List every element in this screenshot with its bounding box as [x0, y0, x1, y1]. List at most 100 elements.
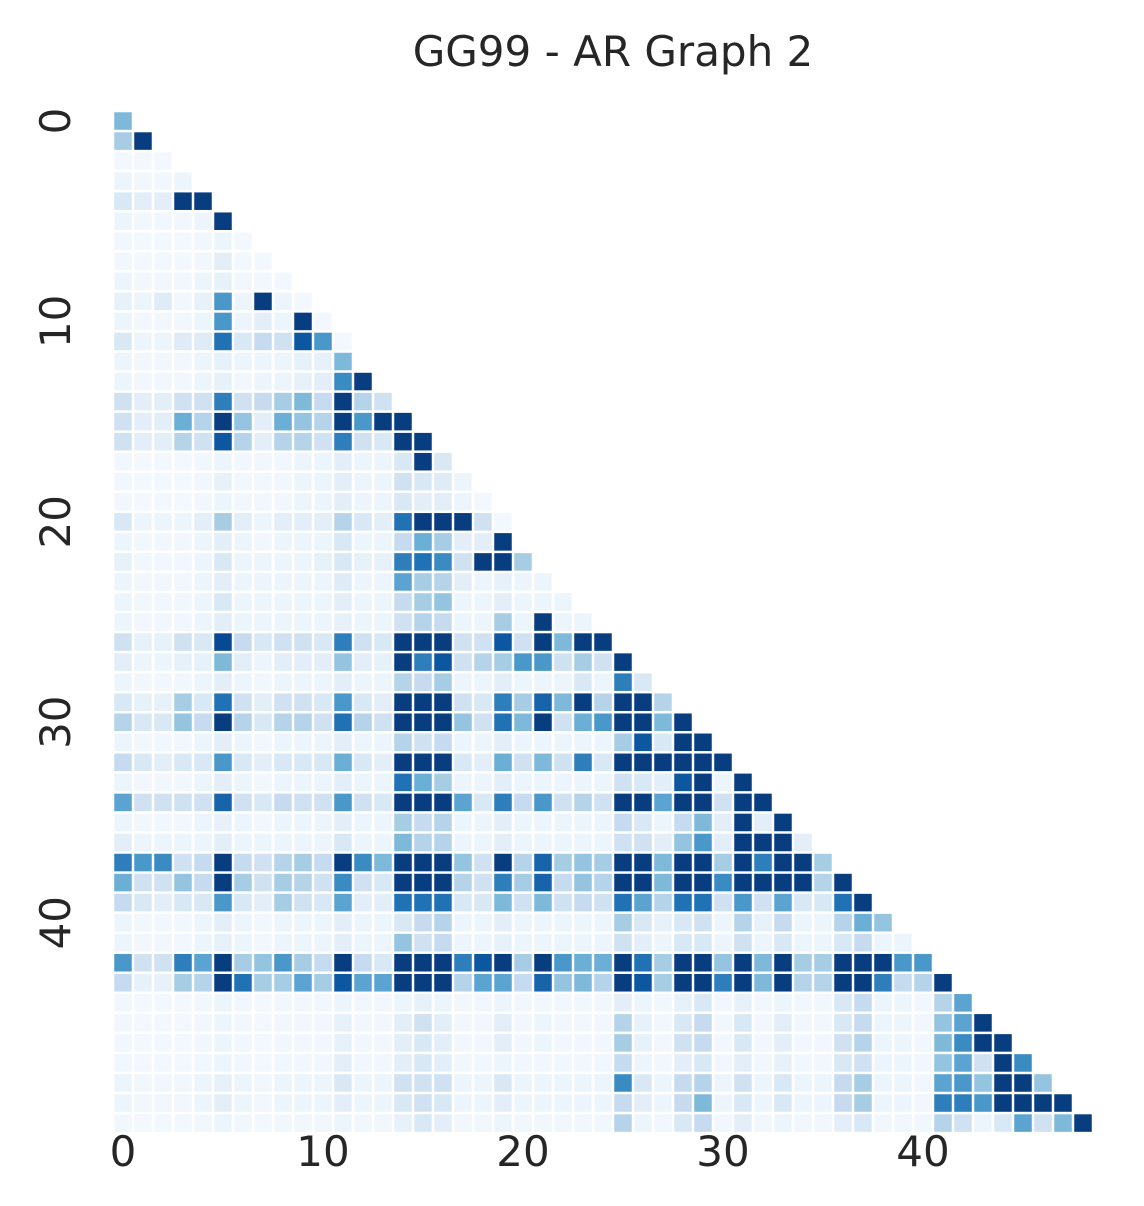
heatmap-cell-18-0	[114, 472, 132, 491]
heatmap-cell-20-5	[214, 513, 232, 531]
heatmap-cell-25-9	[294, 613, 312, 631]
heatmap-cell-45-42	[954, 1014, 972, 1032]
heatmap-cell-49-35	[814, 1094, 832, 1112]
heatmap-cell-38-27	[654, 873, 672, 892]
heatmap-cell-34-10	[314, 793, 332, 812]
heatmap-cell-49-41	[934, 1094, 952, 1112]
heatmap-cell-15-13	[374, 412, 392, 431]
heatmap-cell-29-0	[114, 693, 132, 711]
heatmap-cell-29-15	[414, 693, 432, 711]
heatmap-cell-46-3	[174, 1034, 192, 1052]
heatmap-cell-45-6	[234, 1014, 252, 1032]
heatmap-cell-43-41	[934, 974, 952, 992]
heatmap-cell-48-4	[194, 1074, 212, 1092]
heatmap-cell-50-39	[894, 1114, 912, 1132]
heatmap-cell-38-22	[554, 873, 572, 892]
heatmap-cell-31-1	[134, 733, 152, 752]
heatmap-cell-45-16	[434, 1014, 452, 1032]
heatmap-cell-26-15	[414, 633, 432, 651]
heatmap-cell-48-23	[574, 1074, 592, 1092]
heatmap-cell-33-27	[654, 773, 672, 792]
heatmap-cell-15-3	[174, 412, 192, 431]
heatmap-cell-33-3	[174, 773, 192, 792]
heatmap-cell-45-38	[874, 1014, 892, 1032]
heatmap-cell-20-9	[294, 513, 312, 531]
heatmap-cell-41-24	[594, 933, 612, 952]
heatmap-cell-25-13	[374, 613, 392, 631]
heatmap-cell-28-22	[554, 673, 572, 691]
heatmap-cell-43-39	[894, 974, 912, 992]
heatmap-cell-39-20	[514, 893, 532, 912]
heatmap-cell-16-12	[354, 432, 372, 451]
heatmap-cell-34-24	[594, 793, 612, 812]
heatmap-cell-11-10	[314, 332, 332, 351]
heatmap-cell-42-27	[654, 953, 672, 972]
heatmap-cell-47-17	[454, 1054, 472, 1072]
heatmap-cell-48-22	[554, 1074, 572, 1092]
heatmap-cell-15-11	[334, 412, 352, 431]
heatmap-cell-24-20	[514, 593, 532, 611]
heatmap-cell-43-27	[654, 974, 672, 992]
heatmap-cell-21-17	[454, 533, 472, 551]
heatmap-cell-13-6	[234, 372, 252, 391]
heatmap-cell-15-9	[294, 412, 312, 431]
heatmap-cell-18-11	[334, 472, 352, 491]
heatmap-cell-26-1	[134, 633, 152, 651]
heatmap-cell-39-29	[694, 893, 712, 912]
heatmap-cell-18-8	[274, 472, 292, 491]
heatmap-cell-7-2	[154, 252, 172, 271]
heatmap-cell-46-10	[314, 1034, 332, 1052]
heatmap-cell-43-26	[634, 974, 652, 992]
heatmap-cell-40-17	[454, 913, 472, 932]
heatmap-cell-35-26	[634, 813, 652, 832]
heatmap-cell-36-32	[754, 833, 772, 852]
x-tick-label: 40	[896, 1127, 949, 1176]
heatmap-cell-14-13	[374, 392, 392, 411]
heatmap-cell-38-20	[514, 873, 532, 892]
heatmap-cell-26-8	[274, 633, 292, 651]
heatmap-cell-34-13	[374, 793, 392, 812]
heatmap-cell-44-5	[214, 994, 232, 1012]
heatmap-cell-38-16	[434, 873, 452, 892]
heatmap-cell-12-11	[334, 352, 352, 371]
heatmap-cell-42-10	[314, 953, 332, 972]
heatmap-cell-36-23	[574, 833, 592, 852]
heatmap-cell-43-11	[334, 974, 352, 992]
heatmap-cell-38-12	[354, 873, 372, 892]
heatmap-cell-30-8	[274, 713, 292, 732]
heatmap-cell-14-12	[354, 392, 372, 411]
heatmap-cell-44-32	[754, 994, 772, 1012]
heatmap-cell-38-35	[814, 873, 832, 892]
heatmap-cell-40-21	[534, 913, 552, 932]
heatmap-cell-30-18	[474, 713, 492, 732]
heatmap-cell-40-26	[634, 913, 652, 932]
heatmap-cell-30-21	[534, 713, 552, 732]
heatmap-cell-35-2	[154, 813, 172, 832]
heatmap-cell-38-36	[834, 873, 852, 892]
heatmap-cell-18-16	[434, 472, 452, 491]
heatmap-cell-14-9	[294, 392, 312, 411]
heatmap-cell-36-11	[334, 833, 352, 852]
heatmap-cell-45-40	[914, 1014, 932, 1032]
heatmap-cell-25-11	[334, 613, 352, 631]
heatmap-cell-29-13	[374, 693, 392, 711]
heatmap-cell-43-7	[254, 974, 272, 992]
heatmap-cell-45-41	[934, 1014, 952, 1032]
heatmap-cell-28-14	[394, 673, 412, 691]
heatmap-cell-14-2	[154, 392, 172, 411]
heatmap-cell-45-37	[854, 1014, 872, 1032]
heatmap-cell-37-25	[614, 853, 632, 872]
heatmap-cell-40-29	[694, 913, 712, 932]
heatmap-cell-46-23	[574, 1034, 592, 1052]
heatmap-cell-49-15	[414, 1094, 432, 1112]
heatmap-cell-24-4	[194, 593, 212, 611]
heatmap-cell-27-20	[514, 653, 532, 671]
heatmap-cell-43-30	[714, 974, 732, 992]
heatmap-cell-45-23	[574, 1014, 592, 1032]
heatmap-cell-46-17	[454, 1034, 472, 1052]
heatmap-cell-37-12	[354, 853, 372, 872]
heatmap-cell-35-5	[214, 813, 232, 832]
heatmap-cell-34-26	[634, 793, 652, 812]
heatmap-cell-5-0	[114, 212, 132, 230]
heatmap-cell-50-40	[914, 1114, 932, 1132]
